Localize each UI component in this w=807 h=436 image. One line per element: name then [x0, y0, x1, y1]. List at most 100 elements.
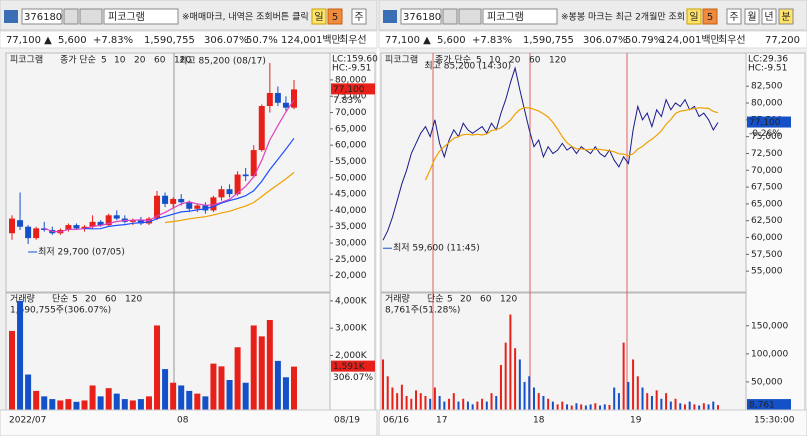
unit-btn[interactable] [778, 8, 794, 25]
volume-title: 거래량 [10, 293, 35, 305]
volume-bar [226, 380, 233, 410]
quote-field: 306.07% [204, 35, 249, 46]
volume-bar [504, 342, 507, 410]
candle-body [250, 150, 257, 177]
candle-body [97, 221, 104, 226]
ma-line [165, 171, 295, 224]
y-tick-label: 4,000K [335, 296, 368, 306]
quote-field: 1,590,755 [144, 35, 195, 46]
search-btn[interactable] [63, 8, 79, 25]
volume-bar [599, 405, 602, 410]
search-btn[interactable] [442, 8, 458, 25]
last-price-box [331, 83, 375, 95]
legend-item: 120 [174, 56, 191, 66]
candle-body [234, 174, 241, 195]
volume-bar [41, 396, 48, 410]
unit-btn[interactable] [351, 8, 367, 25]
unit-btn[interactable] [726, 8, 742, 25]
volume-bar [481, 398, 484, 410]
y-tick-label: 20,000 [335, 271, 367, 281]
quote-field: 5,600 [58, 35, 87, 46]
candle-body [291, 89, 297, 108]
legend-item: 20 [509, 56, 521, 66]
period-btn[interactable] [311, 8, 327, 25]
volume-bar [542, 395, 545, 410]
quote-field: +7.83% [93, 35, 133, 46]
volume-bar [679, 403, 682, 410]
lc-label: LC:159.60 [332, 55, 378, 65]
volume-bar [466, 401, 469, 410]
x-axis [378, 409, 807, 436]
legend-item: 20 [460, 295, 472, 305]
code-box[interactable] [21, 8, 63, 25]
quote-field: 124,001백만 [660, 34, 720, 46]
last-volume: 1,591K [333, 362, 366, 372]
volume-bar [580, 404, 583, 410]
period-btn[interactable] [686, 8, 702, 25]
volume-bar [603, 404, 606, 410]
candle-body [226, 189, 233, 195]
unit-btn[interactable] [744, 8, 760, 25]
volume-bar [485, 401, 488, 410]
volume-bar [202, 396, 209, 410]
legend-item: 60 [105, 295, 117, 305]
y-tick-label: 50,000 [751, 377, 783, 387]
volume-bar [186, 390, 193, 410]
candle-body [89, 221, 96, 227]
volume-bar [9, 330, 15, 410]
volume-bar [65, 399, 72, 410]
volume-bar [561, 401, 564, 410]
volume-bar [490, 393, 493, 410]
quote-row [378, 30, 807, 49]
volume-bar [636, 376, 639, 410]
volume-bar [234, 347, 241, 410]
volume-bar [415, 390, 418, 410]
volume-bar [528, 376, 531, 410]
volume-bar [566, 404, 569, 410]
name-box [482, 8, 558, 25]
high-label: 최고 85,200 (08/17) [179, 55, 266, 66]
panel-title: 피코그램 [10, 54, 43, 66]
period: 일 [314, 11, 323, 23]
volume-bar [457, 401, 460, 410]
quote-field: 77,200 [765, 35, 800, 46]
x-label: 06/16 [383, 416, 409, 426]
volume-bar [589, 404, 592, 410]
volume-bar [129, 400, 136, 410]
quote-field: 50.79% [625, 35, 663, 46]
volume-bar [547, 398, 550, 410]
volume-info: 8,761주(51.28%) [385, 305, 460, 316]
volume-bar [282, 377, 289, 410]
y-tick-label: 25,000 [335, 255, 367, 265]
count-btn[interactable] [702, 8, 718, 25]
quote-field: 306.07% [583, 35, 628, 46]
quote-field: 77,100 ▲ [6, 35, 52, 46]
legend-item: 60 [480, 295, 492, 305]
axis-area [745, 52, 806, 411]
quote-field: +7.83% [472, 35, 512, 46]
candle-body [258, 106, 265, 151]
y-tick-label: 80,000 [335, 75, 367, 85]
y-tick-label: 57,500 [751, 250, 783, 260]
legend-item: 단순 [52, 294, 69, 305]
code-box[interactable] [400, 8, 442, 25]
legend-item: 60 [154, 56, 166, 66]
y-tick-label: 65,000 [335, 124, 367, 134]
y-tick-label: 100,000 [751, 349, 788, 359]
option-btn[interactable] [79, 8, 103, 25]
option-btn[interactable] [458, 8, 482, 25]
volume-bar [145, 396, 152, 410]
price-area [5, 52, 331, 293]
unit-btn[interactable] [761, 8, 777, 25]
unit: 년 [764, 11, 773, 23]
candle-body [178, 198, 185, 203]
x-label: 08/19 [334, 416, 360, 426]
candle-body [210, 197, 217, 211]
last-price: 77,100 [749, 118, 781, 128]
legend-item: 종가 단순 [60, 55, 96, 66]
candle-body [81, 226, 88, 229]
count-btn[interactable] [327, 8, 343, 25]
name-box [103, 8, 179, 25]
legend-item: 단순 [427, 294, 444, 305]
